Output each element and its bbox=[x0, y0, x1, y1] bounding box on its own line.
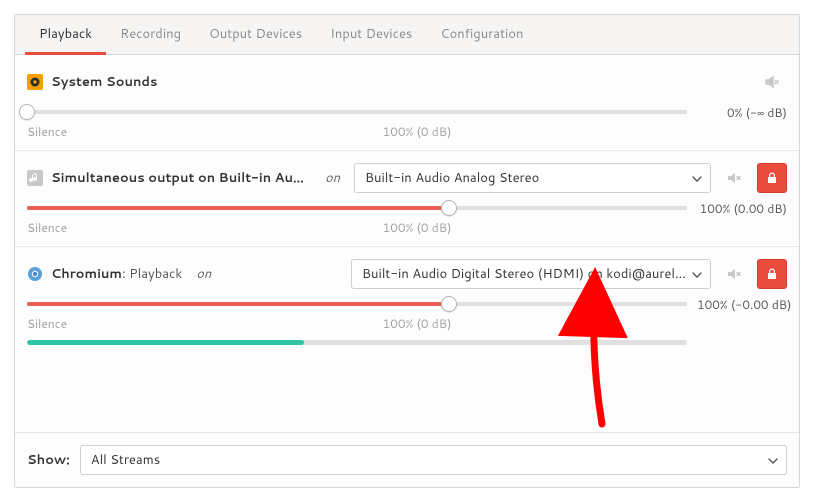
on-label: on bbox=[319, 169, 346, 187]
footer: Show: All Streams bbox=[15, 432, 799, 487]
volume-readout: 0% (-∞ dB) bbox=[697, 104, 787, 121]
system-sounds-icon bbox=[27, 74, 43, 90]
mark-100: 100% (0 dB) bbox=[383, 219, 452, 236]
volume-slider[interactable] bbox=[27, 199, 687, 217]
mark-100: 100% (0 dB) bbox=[383, 123, 452, 140]
volume-readout: 100% (-0.00 dB) bbox=[697, 296, 787, 313]
audio-icon bbox=[27, 170, 43, 186]
mute-button[interactable] bbox=[719, 259, 749, 289]
stream-row: Chromium: Playback on Built-in Audio Dig… bbox=[15, 247, 799, 355]
tab-playback[interactable]: Playback bbox=[25, 15, 106, 55]
vu-meter bbox=[27, 340, 687, 345]
tab-configuration[interactable]: Configuration bbox=[426, 15, 537, 55]
on-label: on bbox=[190, 265, 217, 283]
mark-silence: Silence bbox=[27, 123, 67, 140]
lock-button[interactable] bbox=[757, 259, 787, 289]
volume-slider[interactable] bbox=[27, 295, 687, 313]
stream-title: Chromium: Playback bbox=[51, 265, 182, 283]
chevron-down-icon bbox=[692, 169, 702, 187]
mute-button[interactable] bbox=[757, 67, 787, 97]
volume-control-panel: Playback Recording Output Devices Input … bbox=[14, 14, 800, 488]
mark-silence: Silence bbox=[27, 219, 67, 236]
mute-button[interactable] bbox=[719, 163, 749, 193]
mark-silence: Silence bbox=[27, 315, 67, 332]
tab-output-devices[interactable]: Output Devices bbox=[195, 15, 316, 55]
device-select[interactable]: Built-in Audio Analog Stereo bbox=[354, 163, 711, 193]
chevron-down-icon bbox=[692, 265, 702, 283]
chevron-down-icon bbox=[768, 451, 778, 469]
chromium-icon bbox=[27, 266, 43, 282]
stream-row: Simultaneous output on Built-in Audio A…… bbox=[15, 151, 799, 247]
tab-input-devices[interactable]: Input Devices bbox=[316, 15, 426, 55]
stream-filter-select[interactable]: All Streams bbox=[80, 445, 787, 475]
streams-list: System Sounds 0% (-∞ dB) Silence 100% (0… bbox=[15, 55, 799, 432]
show-label: Show: bbox=[27, 451, 70, 469]
stream-title: Simultaneous output on Built-in Audio A… bbox=[51, 169, 311, 187]
tab-bar: Playback Recording Output Devices Input … bbox=[15, 15, 799, 55]
lock-button[interactable] bbox=[757, 163, 787, 193]
mark-100: 100% (0 dB) bbox=[383, 315, 452, 332]
device-select[interactable]: Built-in Audio Digital Stereo (HDMI) on … bbox=[351, 259, 711, 289]
stream-title: System Sounds bbox=[51, 73, 157, 91]
volume-readout: 100% (0.00 dB) bbox=[697, 200, 787, 217]
tab-recording[interactable]: Recording bbox=[106, 15, 195, 55]
volume-slider[interactable] bbox=[27, 103, 687, 121]
stream-row: System Sounds 0% (-∞ dB) Silence 100% (0… bbox=[15, 55, 799, 151]
